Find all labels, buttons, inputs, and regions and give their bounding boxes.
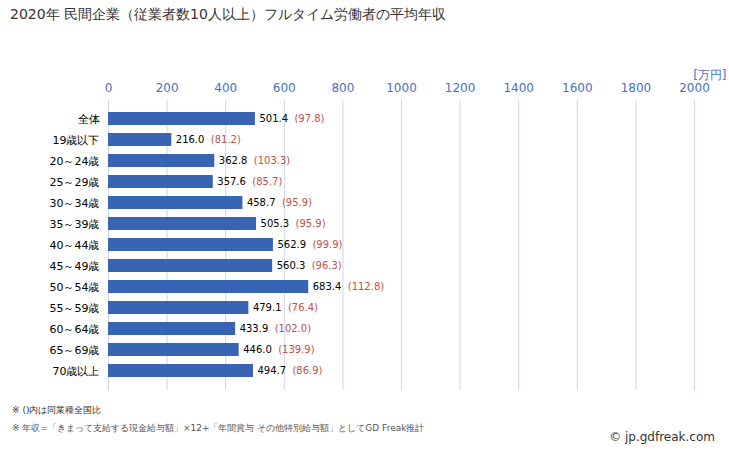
svg-text:19歳以下: 19歳以下 <box>53 134 100 147</box>
svg-text:20～24歳: 20～24歳 <box>50 155 100 168</box>
svg-text:50～54歳: 50～54歳 <box>50 281 100 294</box>
svg-text:458.7: 458.7 <box>247 197 276 208</box>
svg-text:(76.4): (76.4) <box>288 302 318 313</box>
svg-text:(97.8): (97.8) <box>294 113 324 124</box>
svg-text:70歳以上: 70歳以上 <box>53 365 100 378</box>
html-text:© jp.gdfreak.com: © jp.gdfreak.com <box>609 430 715 444</box>
svg-text:30～34歳: 30～34歳 <box>50 197 100 210</box>
svg-text:(86.9): (86.9) <box>292 365 322 376</box>
svg-text:(96.3): (96.3) <box>312 260 342 271</box>
svg-text:562.9: 562.9 <box>277 239 306 250</box>
svg-text:683.4: 683.4 <box>313 281 342 292</box>
svg-text:65～69歳: 65～69歳 <box>50 344 100 357</box>
svg-text:494.7: 494.7 <box>257 365 286 376</box>
svg-text:800: 800 <box>331 81 354 95</box>
svg-text:(99.9): (99.9) <box>312 239 342 250</box>
svg-text:1000: 1000 <box>386 81 417 95</box>
svg-text:(85.7): (85.7) <box>252 176 282 187</box>
svg-text:(112.8): (112.8) <box>348 281 385 292</box>
svg-text:(102.0): (102.0) <box>275 323 312 334</box>
svg-text:(95.9): (95.9) <box>296 218 326 229</box>
svg-text:1600: 1600 <box>562 81 593 95</box>
svg-text:全体: 全体 <box>78 113 100 126</box>
svg-text:1800: 1800 <box>621 81 652 95</box>
svg-text:55～59歳: 55～59歳 <box>50 302 100 315</box>
svg-text:[万円]: [万円] <box>693 68 726 82</box>
svg-text:1400: 1400 <box>503 81 534 95</box>
svg-text:(103.3): (103.3) <box>254 155 291 166</box>
svg-text:216.0: 216.0 <box>176 134 205 145</box>
svg-text:35～39歳: 35～39歳 <box>50 218 100 231</box>
svg-text:(81.2): (81.2) <box>211 134 241 145</box>
svg-text:505.3: 505.3 <box>261 218 290 229</box>
html-text:2020年 民間企業（従業者数10人以上）フルタイム労働者の: 2020年 民間企業（従業者数10人以上）フルタイム労働者の平均年収 <box>10 6 446 22</box>
svg-text:200: 200 <box>156 81 179 95</box>
svg-text:25～29歳: 25～29歳 <box>50 176 100 189</box>
svg-text:357.6: 357.6 <box>217 176 246 187</box>
svg-text:400: 400 <box>214 81 237 95</box>
svg-text:(139.9): (139.9) <box>278 344 315 355</box>
html-text:※ 年収=「きまって支給する現金給与額」×12+「年間賞与: ※ 年収=「きまって支給する現金給与額」×12+「年間賞与 その他特別給与額」と… <box>12 423 425 433</box>
svg-text:2000: 2000 <box>679 81 710 95</box>
svg-text:501.4: 501.4 <box>259 113 288 124</box>
svg-text:1200: 1200 <box>445 81 476 95</box>
svg-text:(95.9): (95.9) <box>282 197 312 208</box>
svg-text:45～49歳: 45～49歳 <box>50 260 100 273</box>
svg-text:40～44歳: 40～44歳 <box>50 239 100 252</box>
svg-text:0: 0 <box>105 81 113 95</box>
svg-text:60～64歳: 60～64歳 <box>50 323 100 336</box>
svg-text:362.8: 362.8 <box>219 155 248 166</box>
svg-text:479.1: 479.1 <box>253 302 282 313</box>
html-text:※ ()内は同業種全国比: ※ ()内は同業種全国比 <box>12 405 102 415</box>
svg-text:600: 600 <box>273 81 296 95</box>
svg-text:446.0: 446.0 <box>243 344 272 355</box>
svg-text:560.3: 560.3 <box>277 260 306 271</box>
svg-text:433.9: 433.9 <box>240 323 269 334</box>
